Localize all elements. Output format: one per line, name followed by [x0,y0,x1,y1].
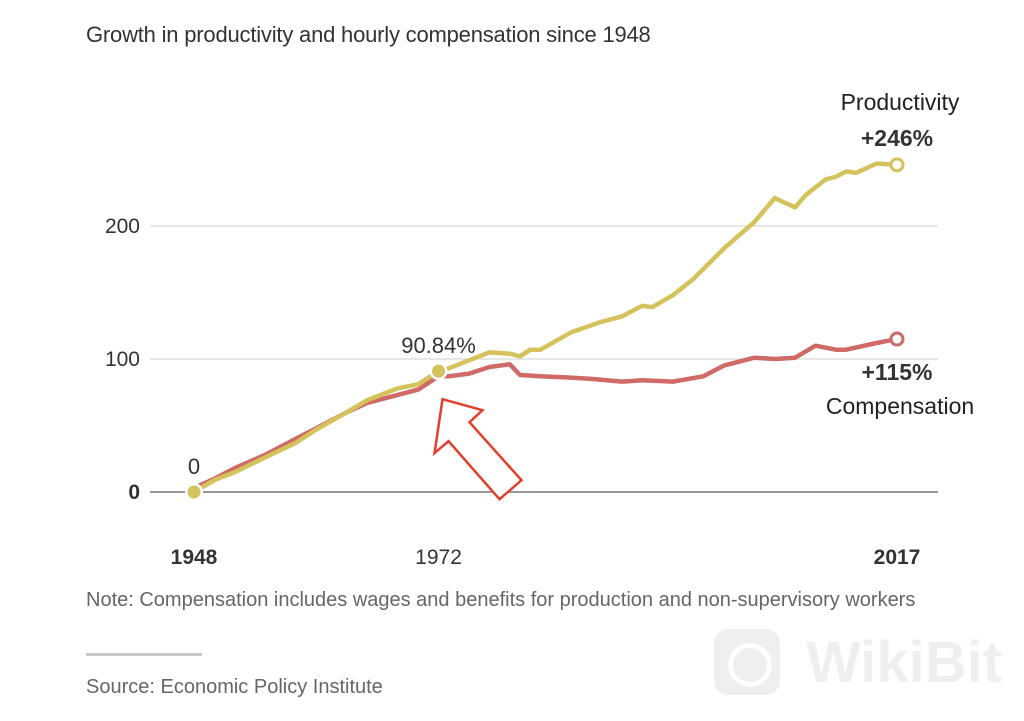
productivity-value: +246% [861,125,933,151]
chart-source: Source: Economic Policy Institute [86,676,383,698]
chart-title: Growth in productivity and hourly compen… [86,22,651,47]
compensation-value: +115% [862,359,933,385]
y-tick-label: 200 [105,215,140,238]
series-end-marker-compensation [889,331,905,347]
grid-layer [150,225,938,493]
compensation-label: Compensation [826,393,974,419]
y-tick-label: 0 [128,481,140,504]
annotation-dot [432,364,446,378]
annotations-layer: 0 90.84% [185,333,476,501]
arrow-layer [432,397,524,501]
end-labels-layer: Productivity +246% +115% Compensation [826,89,974,419]
watermark-text: WikiBit [806,630,1003,695]
x-tick-label: 1972 [415,546,462,569]
annotation-label: 0 [188,454,200,479]
x-tick-label: 2017 [874,546,921,569]
annotation-dot [187,485,201,499]
watermark-logo-icon [714,629,780,695]
series-layer [191,157,905,495]
watermark: WikiBit [714,625,1014,705]
x-tick-label: 1948 [171,546,218,569]
chart-plot: 0 100 200 1948 1972 2017 0 90.84% Productivit… [105,89,974,569]
divider [86,653,202,656]
y-tick-labels: 0 100 200 [105,215,140,504]
productivity-label: Productivity [841,89,960,115]
series-line-productivity [191,161,900,495]
series-end-marker-productivity [889,157,905,173]
series-line-compensation [191,336,900,491]
y-tick-label: 100 [105,348,140,371]
annotation-label: 90.84% [401,333,476,358]
arrow-icon [432,397,524,501]
x-tick-labels: 1948 1972 2017 [171,546,921,569]
chart-note: Note: Compensation includes wages and be… [86,589,916,611]
